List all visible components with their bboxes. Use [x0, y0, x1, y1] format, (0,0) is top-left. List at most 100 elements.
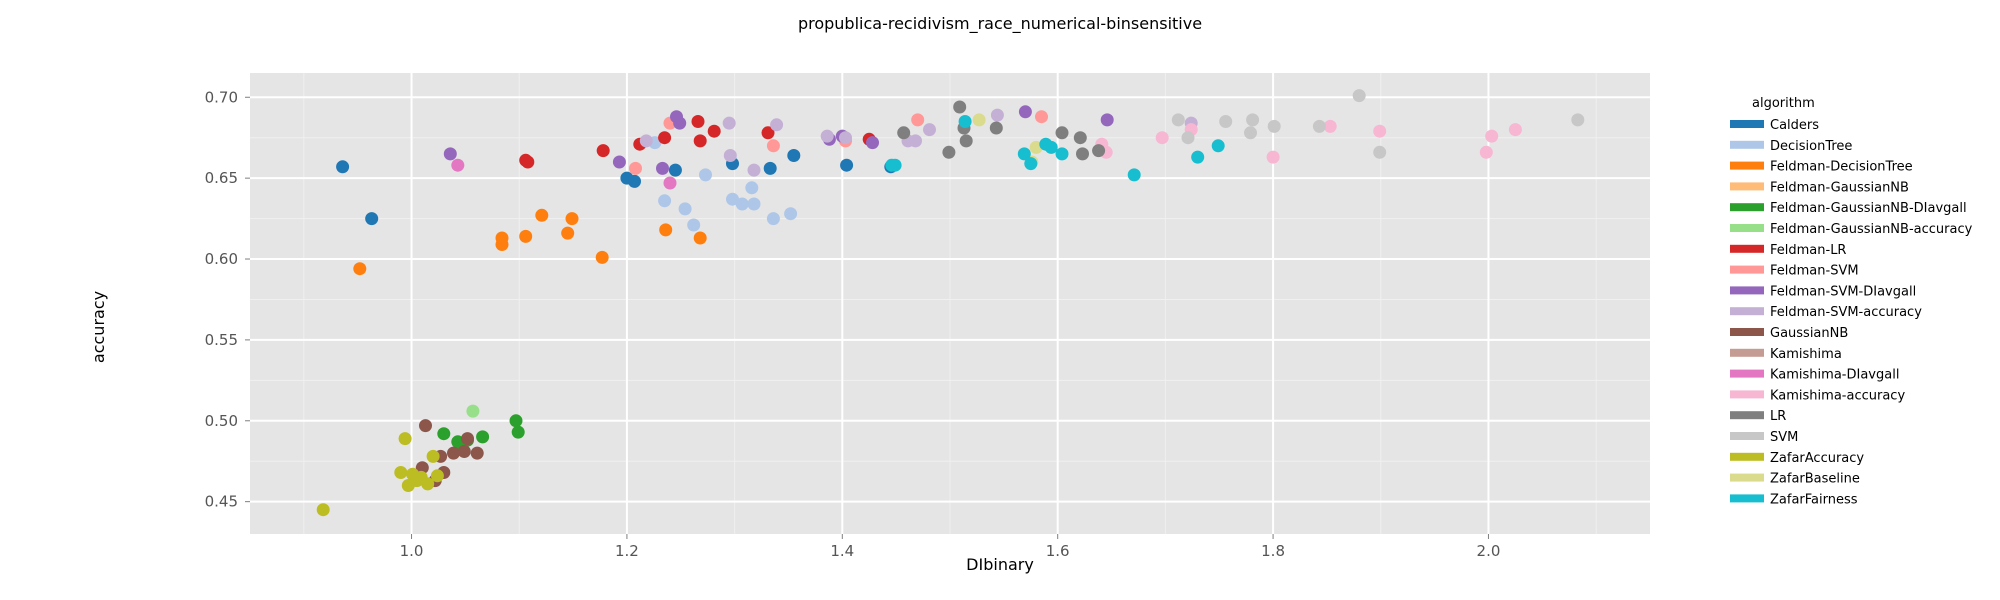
- y-tick-label: 0.60: [205, 250, 238, 268]
- point-feldman-svm-diavgall: [866, 136, 879, 150]
- legend-label-feldman-decisiontree: Feldman-DecisionTree: [1770, 160, 1913, 175]
- point-svm: [1373, 145, 1387, 159]
- point-feldman-decisiontree: [565, 212, 579, 226]
- legend-swatch-kamishima-diavgall: [1730, 369, 1764, 378]
- point-decisiontree: [766, 212, 780, 226]
- point-svm: [1246, 113, 1260, 127]
- point-feldman-lr: [761, 126, 775, 140]
- point-zafaraccuracy: [316, 503, 330, 517]
- point-feldman-lr: [521, 155, 535, 169]
- point-feldman-svm: [766, 139, 780, 153]
- legend-label-calders: Calders: [1770, 118, 1819, 133]
- point-calders: [668, 163, 682, 177]
- legend-swatch-feldman-svm-accuracy: [1730, 307, 1764, 316]
- point-calders: [840, 158, 854, 172]
- point-feldman-gaussiannb-accuracy: [466, 404, 480, 418]
- x-tick-label: 1.6: [1046, 542, 1070, 560]
- point-decisiontree: [699, 168, 712, 182]
- point-feldman-svm-accuracy: [747, 163, 761, 177]
- legend-swatch-zafarfairness: [1730, 494, 1764, 503]
- point-decisiontree: [745, 181, 759, 195]
- point-calders: [365, 212, 379, 226]
- x-axis-ticks: 1.0 1.2 1.4 1.6 1.8 2.0: [400, 534, 1501, 560]
- point-decisiontree: [658, 194, 672, 208]
- point-feldman-lr: [658, 131, 672, 145]
- point-zafaraccuracy: [426, 449, 440, 463]
- legend-swatch-zafaraccuracy: [1730, 452, 1764, 461]
- legend-label-kamishima: Kamishima: [1770, 347, 1842, 362]
- point-gaussiannb: [470, 446, 484, 460]
- point-feldman-lr: [707, 124, 721, 138]
- point-feldman-svm-accuracy: [990, 108, 1004, 122]
- point-feldman-svm-diavgall: [443, 147, 457, 161]
- point-zafarfairness: [1191, 150, 1205, 164]
- x-tick-label: 1.0: [400, 542, 424, 560]
- point-feldman-gaussiannb-diavgall: [437, 427, 451, 441]
- point-lr: [1076, 147, 1089, 161]
- point-svm: [1267, 119, 1281, 133]
- legend-label-lr: LR: [1770, 409, 1786, 424]
- point-zafarbaseline: [972, 113, 986, 127]
- y-tick-label: 0.65: [205, 169, 238, 187]
- point-kamishima-accuracy: [1266, 150, 1280, 164]
- legend-swatch-feldman-gaussiannb-accuracy: [1730, 224, 1764, 232]
- point-zafaraccuracy: [394, 466, 408, 479]
- point-feldman-svm-accuracy: [839, 131, 852, 145]
- y-tick-label: 0.55: [205, 331, 238, 349]
- legend-label-kamishima-diavgall: Kamishima-DIavgall: [1770, 368, 1899, 383]
- point-feldman-svm-accuracy: [770, 118, 784, 132]
- point-lr: [897, 126, 911, 140]
- point-feldman-svm-accuracy: [723, 149, 737, 162]
- y-axis-label: accuracy: [89, 291, 108, 363]
- point-decisiontree: [726, 192, 739, 206]
- point-kamishima-accuracy: [1155, 131, 1169, 145]
- legend-label-zafaraccuracy: ZafarAccuracy: [1770, 451, 1864, 466]
- point-feldman-svm-diavgall: [612, 155, 626, 169]
- point-zafarfairness: [1044, 140, 1058, 154]
- point-decisiontree: [687, 218, 701, 232]
- point-lr: [942, 145, 956, 159]
- legend-label-feldman-gaussiannb-accuracy: Feldman-GaussianNB-accuracy: [1770, 222, 1973, 237]
- legend-label-kamishima-accuracy: Kamishima-accuracy: [1770, 388, 1905, 403]
- legend-label-feldman-gaussiannb-diavgall: Feldman-GaussianNB-DIavgall: [1770, 201, 1967, 216]
- point-feldman-svm: [629, 161, 642, 175]
- x-tick-label: 1.8: [1261, 542, 1285, 560]
- point-feldman-decisiontree: [519, 229, 533, 243]
- point-gaussiannb: [447, 446, 460, 460]
- x-tick-label: 2.0: [1477, 542, 1501, 560]
- y-axis-ticks: 0.45 0.50 0.55 0.60 0.65 0.70: [205, 88, 250, 511]
- point-lr: [1055, 126, 1069, 140]
- point-kamishima-diavgall: [451, 158, 465, 172]
- point-feldman-decisiontree: [535, 208, 549, 222]
- legend-swatch-feldman-lr: [1730, 244, 1764, 253]
- point-feldman-svm-accuracy: [923, 123, 936, 137]
- point-zafarfairness: [1055, 147, 1069, 161]
- point-zafaraccuracy: [421, 477, 435, 491]
- point-decisiontree: [735, 197, 749, 211]
- y-tick-label: 0.70: [205, 88, 238, 106]
- point-svm: [1171, 113, 1185, 127]
- point-feldman-svm-diavgall: [1100, 113, 1114, 127]
- point-svm: [1219, 115, 1233, 128]
- y-tick-label: 0.45: [205, 493, 238, 511]
- point-kamishima-accuracy: [1479, 145, 1493, 159]
- point-lr: [953, 100, 967, 114]
- legend-label-zafarbaseline: ZafarBaseline: [1770, 472, 1860, 487]
- point-svm: [1181, 131, 1195, 145]
- point-zafaraccuracy: [430, 469, 444, 483]
- point-feldman-svm: [911, 113, 925, 127]
- point-feldman-decisiontree: [495, 238, 509, 251]
- legend: algorithm Calders DecisionTree Feldman-Dec…: [1730, 96, 1973, 507]
- point-feldman-lr: [596, 144, 610, 158]
- point-feldman-svm: [1035, 110, 1048, 124]
- legend-swatch-lr: [1730, 411, 1764, 420]
- legend-swatch-calders: [1730, 120, 1764, 128]
- point-decisiontree: [784, 207, 798, 221]
- point-feldman-decisiontree: [353, 262, 367, 276]
- point-feldman-svm-diavgall: [1018, 105, 1032, 119]
- point-feldman-decisiontree: [659, 223, 673, 237]
- point-svm: [1571, 113, 1585, 127]
- point-calders: [336, 160, 350, 174]
- legend-swatch-kamishima: [1730, 348, 1764, 357]
- point-decisiontree: [747, 197, 761, 211]
